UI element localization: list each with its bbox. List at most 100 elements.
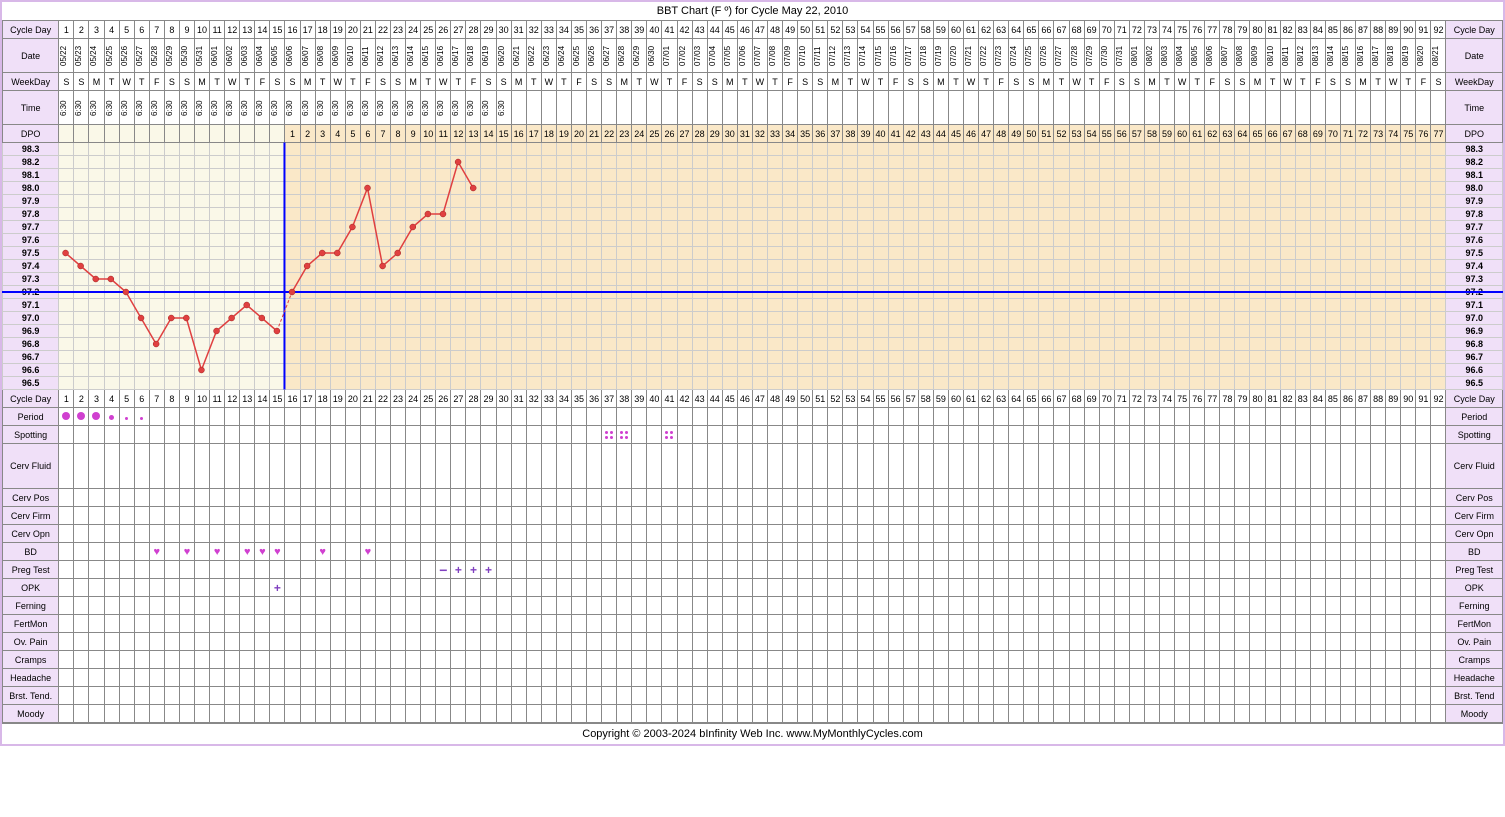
chart-cell	[707, 156, 722, 169]
heart-icon: ♥	[214, 546, 221, 558]
spotting-cell	[662, 426, 677, 444]
spotting-cell	[1431, 426, 1446, 444]
pregtest-cell	[1175, 561, 1190, 579]
headache-cell	[330, 669, 345, 687]
cervfluid-cell	[933, 444, 948, 489]
chart-cell	[632, 195, 647, 208]
chart-cell	[255, 195, 270, 208]
fertMon-cell	[933, 615, 948, 633]
ferning-cell	[1024, 597, 1039, 615]
spotting-cell	[873, 426, 888, 444]
chart-cell	[360, 299, 375, 312]
bd-cell	[587, 543, 602, 561]
chart-cell	[1144, 312, 1159, 325]
dpo-cell: 49	[1009, 125, 1024, 143]
chart-cell	[933, 377, 948, 390]
cervPos-cell	[300, 489, 315, 507]
cycleday-cell: 35	[571, 21, 586, 39]
fertMon-cell	[602, 615, 617, 633]
headache-cell	[1416, 669, 1431, 687]
chart-cell	[1114, 325, 1129, 338]
chart-cell	[873, 325, 888, 338]
chart-cell	[1401, 299, 1416, 312]
chart-cell	[1220, 286, 1235, 299]
period-cell	[1416, 408, 1431, 426]
fertMon-cell	[752, 615, 767, 633]
date-cell: 06/26	[587, 39, 602, 73]
chart-cell	[406, 338, 421, 351]
chart-cell	[270, 195, 285, 208]
brstTend-cell	[1024, 687, 1039, 705]
chart-cell	[451, 338, 466, 351]
chart-cell	[149, 247, 164, 260]
cervOpn-cell	[541, 525, 556, 543]
cramps-cell	[994, 651, 1009, 669]
chart-cell	[1250, 273, 1265, 286]
chart-cell	[767, 195, 782, 208]
period-cell	[767, 408, 782, 426]
chart-cell	[1280, 325, 1295, 338]
chart-cell	[119, 377, 134, 390]
cycleday-cell-2: 51	[813, 390, 828, 408]
chart-cell	[240, 247, 255, 260]
opk-cell	[345, 579, 360, 597]
chart-cell	[195, 325, 210, 338]
chart-cell	[179, 299, 194, 312]
period-cell	[1431, 408, 1446, 426]
moody-cell	[1356, 705, 1371, 723]
brstTend-cell	[858, 687, 873, 705]
pregtest-cell	[617, 561, 632, 579]
fertMon-cell	[104, 615, 119, 633]
cervfluid-cell	[345, 444, 360, 489]
chart-cell	[345, 338, 360, 351]
chart-cell	[360, 208, 375, 221]
chart-cell	[1114, 143, 1129, 156]
fertMon-cell	[1310, 615, 1325, 633]
chart-cell	[1356, 195, 1371, 208]
cervfluid-cell	[526, 444, 541, 489]
cycleday-cell: 37	[602, 21, 617, 39]
headache-cell	[225, 669, 240, 687]
bd-cell	[1009, 543, 1024, 561]
ovPain-cell	[134, 633, 149, 651]
spotting-cell	[933, 426, 948, 444]
chart-cell	[647, 208, 662, 221]
chart-cell	[1009, 260, 1024, 273]
chart-cell	[1024, 312, 1039, 325]
opk-cell	[617, 579, 632, 597]
cramps-cell	[210, 651, 225, 669]
chart-cell	[873, 338, 888, 351]
chart-cell	[858, 286, 873, 299]
chart-cell	[255, 377, 270, 390]
cervPos-cell	[647, 489, 662, 507]
cycleday-cell-2: 4	[104, 390, 119, 408]
bd-cell	[526, 543, 541, 561]
cervFirm-cell	[511, 507, 526, 525]
chart-cell	[391, 169, 406, 182]
cervFirm-cell	[1114, 507, 1129, 525]
cramps-cell	[59, 651, 74, 669]
chart-cell	[330, 208, 345, 221]
chart-cell	[59, 260, 74, 273]
chart-cell	[1371, 195, 1386, 208]
period-cell	[632, 408, 647, 426]
opk-cell	[436, 579, 451, 597]
chart-cell	[375, 208, 390, 221]
chart-cell	[1340, 156, 1355, 169]
chart-cell	[662, 325, 677, 338]
chart-cell	[59, 364, 74, 377]
chart-cell	[1054, 364, 1069, 377]
spotting-cell	[994, 426, 1009, 444]
spotting-cell	[179, 426, 194, 444]
ovPain-cell	[1175, 633, 1190, 651]
chart-cell	[541, 195, 556, 208]
chart-cell	[1401, 156, 1416, 169]
cervFirm-cell	[722, 507, 737, 525]
chart-cell	[918, 377, 933, 390]
chart-cell	[888, 325, 903, 338]
ovPain-cell	[1386, 633, 1401, 651]
date-cell: 05/26	[119, 39, 134, 73]
headache-cell	[1356, 669, 1371, 687]
cervFirm-cell	[1220, 507, 1235, 525]
chart-cell	[1401, 364, 1416, 377]
